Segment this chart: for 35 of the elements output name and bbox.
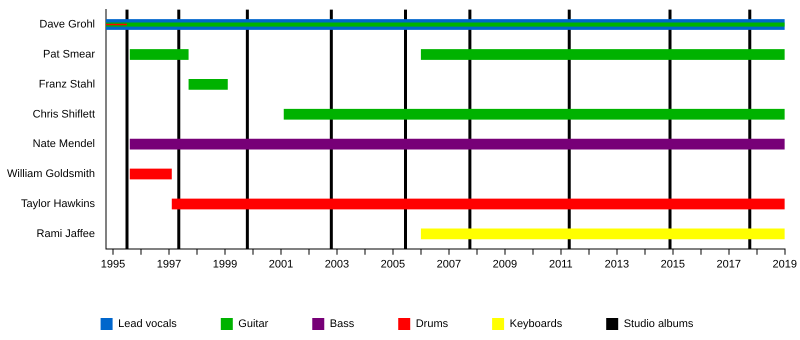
x-tick-label: 2009 (492, 258, 518, 270)
x-tick-label: 2005 (380, 258, 406, 270)
y-tick-label: William Goldsmith (6, 168, 96, 180)
y-tick-label: Franz Stahl (38, 78, 96, 90)
x-tick-label: 2001 (268, 258, 294, 270)
bar (172, 198, 785, 210)
x-tick-label: 2015 (660, 258, 686, 270)
x-tick-label: 1995 (100, 258, 126, 270)
bar (188, 78, 228, 90)
bar (420, 228, 785, 240)
legend-label: Guitar (238, 318, 269, 330)
legend-label: Studio albums (624, 318, 694, 330)
y-tick-label: Rami Jaffee (36, 228, 96, 240)
legend-label: Drums (416, 318, 449, 330)
y-tick-label: Pat Smear (43, 48, 96, 60)
x-tick-label: 2017 (716, 258, 742, 270)
bar (130, 49, 189, 60)
x-tick-label: 2011 (549, 258, 573, 270)
x-tick-label: 2013 (604, 258, 630, 270)
x-tick-label: 1997 (156, 258, 182, 270)
bar (130, 138, 785, 150)
y-tick-label: Taylor Hawkins (21, 198, 96, 210)
x-tick-label: 1999 (212, 258, 238, 270)
x-tick-label: 2003 (324, 258, 350, 270)
bar (420, 49, 785, 60)
y-tick-label: Nate Mendel (32, 138, 96, 150)
legend-label: Keyboards (510, 318, 563, 330)
legend-label: Bass (330, 318, 355, 330)
bar (130, 168, 172, 180)
legend-label: Lead vocals (118, 318, 178, 330)
bar (284, 108, 785, 120)
x-tick-label: 2019 (772, 258, 798, 270)
x-tick-label: 2007 (436, 258, 462, 270)
y-tick-label: Chris Shiflett (32, 108, 96, 120)
y-tick-label: Dave Grohl (39, 18, 96, 31)
